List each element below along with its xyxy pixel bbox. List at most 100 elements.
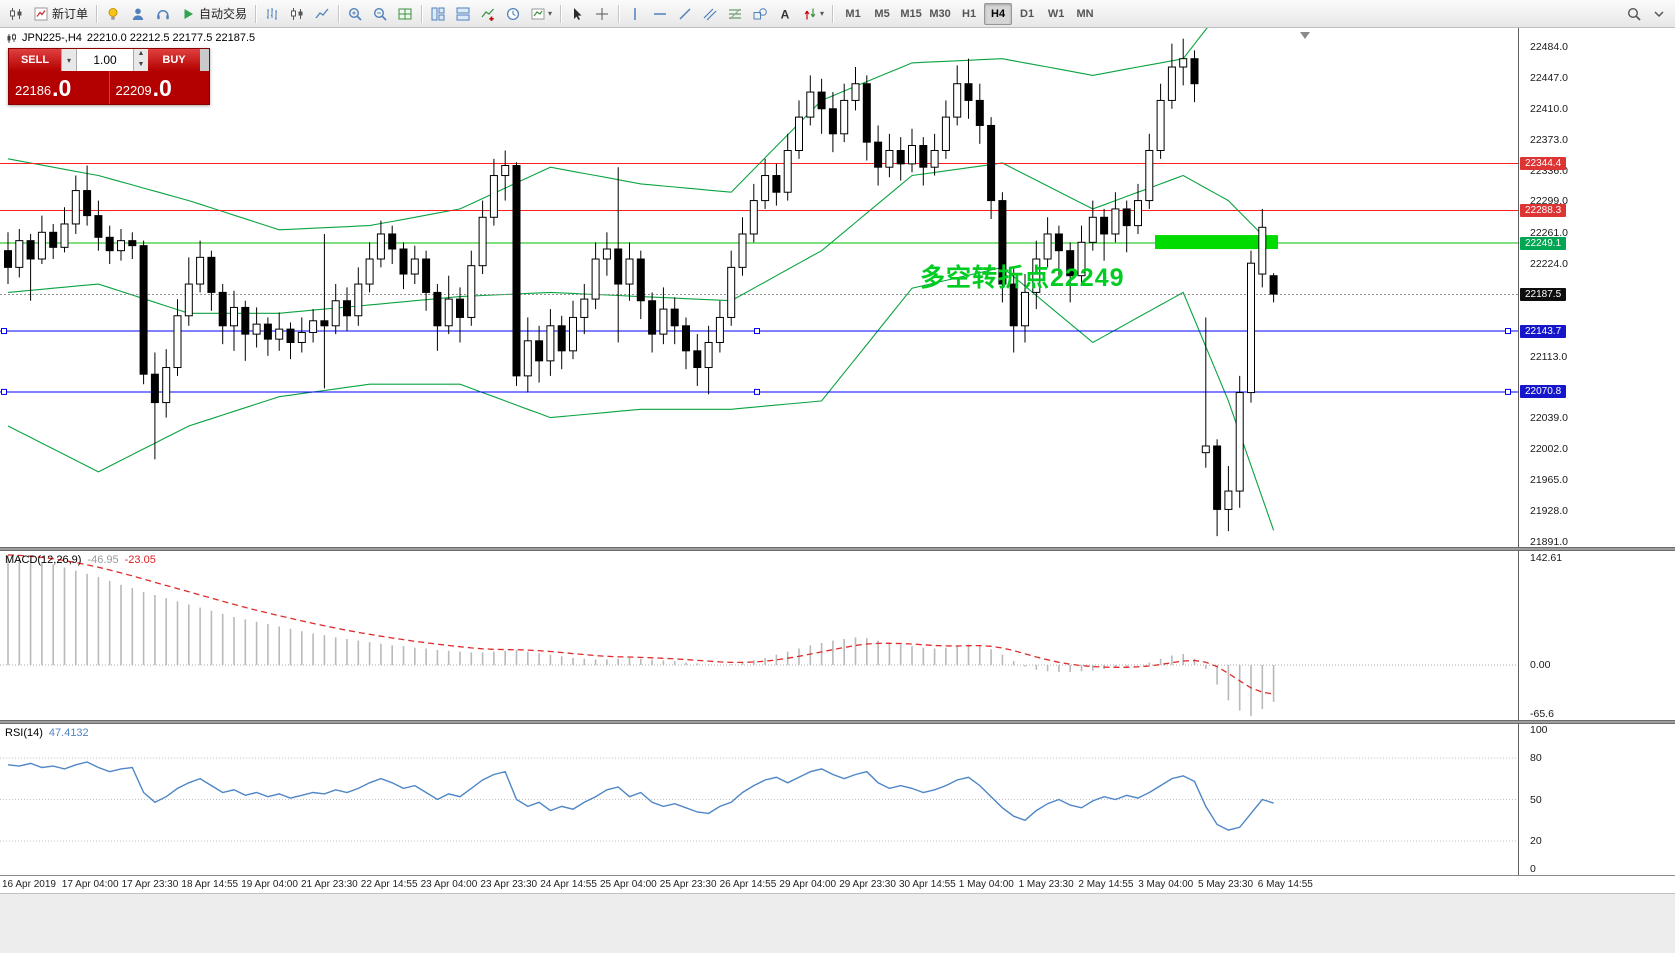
toolbar-separator xyxy=(832,4,834,23)
timeframe-m30[interactable]: M30 xyxy=(929,7,951,20)
chart-annotation: 多空转折点22249 xyxy=(920,264,1125,292)
buy-button[interactable]: BUY xyxy=(148,49,200,71)
vertical-line-icon[interactable] xyxy=(623,2,647,26)
rsi-scale-label: 80 xyxy=(1530,751,1542,764)
grid-icon[interactable] xyxy=(393,2,417,26)
price-tag-22187.5: 22187.5 xyxy=(1520,287,1567,301)
scroll-to-end-marker[interactable] xyxy=(1300,32,1310,39)
zoom-in-icon[interactable] xyxy=(343,2,367,26)
channel-icon[interactable] xyxy=(698,2,722,26)
one-click-trading-panel: SELL ▾ ▲ ▼ BUY 22186.0 xyxy=(8,48,210,105)
toolbar-separator xyxy=(618,4,620,23)
symbol-period-label: JPN225-,H4 xyxy=(22,32,82,44)
sell-options-caret[interactable]: ▾ xyxy=(61,49,77,71)
macd-canvas xyxy=(0,554,1518,717)
zoom-out-icon[interactable] xyxy=(368,2,392,26)
auto-trading-button[interactable]: 自动交易 xyxy=(176,2,251,26)
bar-chart-icon[interactable] xyxy=(260,2,284,26)
toolbar-separator xyxy=(560,4,562,23)
time-axis-label: 30 Apr 14:55 xyxy=(899,879,956,890)
panel-divider-rsi[interactable] xyxy=(0,720,1675,724)
time-axis-label: 23 Apr 23:30 xyxy=(480,879,538,890)
macd-histogram xyxy=(7,554,1275,717)
cascade-windows-icon[interactable] xyxy=(451,2,475,26)
price-tag-22288.3: 22288.3 xyxy=(1520,203,1567,217)
cursor-icon[interactable] xyxy=(565,2,589,26)
sell-button[interactable]: SELL xyxy=(9,49,61,71)
highlight-zone xyxy=(1155,235,1278,250)
time-axis-label: 23 Apr 04:00 xyxy=(420,879,478,890)
price-axis-label: 22261.0 xyxy=(1530,227,1568,240)
price-tag-22143.7: 22143.7 xyxy=(1520,324,1567,338)
price-axis-label: 21891.0 xyxy=(1530,535,1568,548)
time-axis-label: 6 May 14:55 xyxy=(1257,879,1313,890)
macd-panel[interactable]: MACD(12,26,9) -46.95 -23.05 xyxy=(0,551,1518,720)
chart-workspace: JPN225-,H4 22210.0 22212.5 22177.5 22187… xyxy=(0,28,1675,894)
trendline-icon[interactable] xyxy=(673,2,697,26)
plot-area: JPN225-,H4 22210.0 22212.5 22177.5 22187… xyxy=(0,28,1518,893)
fibonacci-icon[interactable] xyxy=(723,2,747,26)
volume-step-down-icon[interactable]: ▼ xyxy=(137,61,145,68)
market-watch-icon[interactable] xyxy=(4,2,28,26)
macd-signal-line xyxy=(7,554,1274,695)
price-tag-22249.1: 22249.1 xyxy=(1520,236,1567,250)
price-axis-label: 22447.0 xyxy=(1530,71,1568,84)
price-axis-label: 22484.0 xyxy=(1530,41,1568,53)
buy-price[interactable]: 22209.0 xyxy=(108,71,210,104)
price-axis[interactable]: 22484.0 22447.0 22410.0 22373.0 22336.0 22299… xyxy=(1518,28,1675,875)
timeframe-mn[interactable]: MN xyxy=(1076,7,1094,20)
timeframe-h4[interactable]: H4 xyxy=(984,2,1013,25)
new-order-button[interactable]: 新订单 xyxy=(29,2,92,26)
toolbar-separator xyxy=(96,4,98,23)
price-axis-label: 22410.0 xyxy=(1530,102,1568,115)
time-axis-label: 22 Apr 14:55 xyxy=(360,879,418,890)
volume-step-up-icon[interactable]: ▲ xyxy=(137,50,145,57)
more-tools-icon[interactable] xyxy=(1647,2,1671,26)
volume-input[interactable] xyxy=(77,49,133,71)
time-axis[interactable]: 16 Apr 2019 17 Apr 04:00 17 Apr 23:30 18 Ap… xyxy=(0,875,1675,894)
templates-icon[interactable]: ▾ xyxy=(526,2,556,26)
rsi-label: RSI(14) 47.4132 xyxy=(5,727,89,739)
account-icon[interactable] xyxy=(126,2,150,26)
timeframe-m5[interactable]: M5 xyxy=(874,7,890,20)
indicators-icon[interactable] xyxy=(476,2,500,26)
text-icon[interactable]: A xyxy=(773,2,797,26)
price-axis-label: 22113.0 xyxy=(1530,350,1568,363)
macd-label: MACD(12,26,9) -46.95 -23.05 xyxy=(5,554,156,566)
rsi-line xyxy=(7,761,1274,831)
rsi-panel[interactable]: RSI(14) 47.4132 xyxy=(0,724,1518,875)
time-axis-label: 25 Apr 04:00 xyxy=(600,879,657,890)
volume-stepper[interactable]: ▲ ▼ xyxy=(133,49,148,71)
arrows-icon[interactable]: ▾ xyxy=(798,2,828,26)
panel-divider-macd[interactable] xyxy=(0,547,1675,551)
macd-scale-label: 142.61 xyxy=(1530,552,1563,564)
crosshair-icon[interactable] xyxy=(590,2,614,26)
shapes-icon[interactable] xyxy=(748,2,772,26)
tile-windows-icon[interactable] xyxy=(426,2,450,26)
price-chart-canvas xyxy=(0,28,1518,537)
periods-icon[interactable] xyxy=(501,2,525,26)
timeframe-d1[interactable]: D1 xyxy=(1020,7,1035,20)
price-axis-label: 22002.0 xyxy=(1530,443,1568,456)
timeframe-m15[interactable]: M15 xyxy=(900,7,922,20)
symbol-search-icon[interactable] xyxy=(1622,2,1646,26)
rsi-scale-label: 50 xyxy=(1530,793,1542,806)
ideas-icon[interactable] xyxy=(101,2,125,26)
toolbar: 新订单 自动交易 ▾ A ▾ M1 M5 M15 M30 H1 H4 D1 W1 MN xyxy=(0,0,1675,28)
rsi-canvas xyxy=(0,757,1518,842)
line-chart-icon[interactable] xyxy=(310,2,334,26)
timeframe-w1[interactable]: W1 xyxy=(1047,7,1065,20)
sell-price[interactable]: 22186.0 xyxy=(15,75,72,101)
timeframe-m1[interactable]: M1 xyxy=(845,7,861,20)
candle-chart-icon[interactable] xyxy=(285,2,309,26)
horizontal-line-icon[interactable] xyxy=(648,2,672,26)
time-axis-label: 21 Apr 23:30 xyxy=(301,879,358,890)
time-axis-label: 29 Apr 23:30 xyxy=(839,879,896,890)
toolbar-separator xyxy=(255,4,257,23)
horizontal-lines xyxy=(0,162,1518,395)
timeframe-h1[interactable]: H1 xyxy=(962,7,977,20)
support-icon[interactable] xyxy=(151,2,175,26)
timeframe-group: M1 M5 M15 M30 H1 H4 D1 W1 MN xyxy=(839,2,1099,25)
main-chart[interactable]: JPN225-,H4 22210.0 22212.5 22177.5 22187… xyxy=(0,28,1518,547)
